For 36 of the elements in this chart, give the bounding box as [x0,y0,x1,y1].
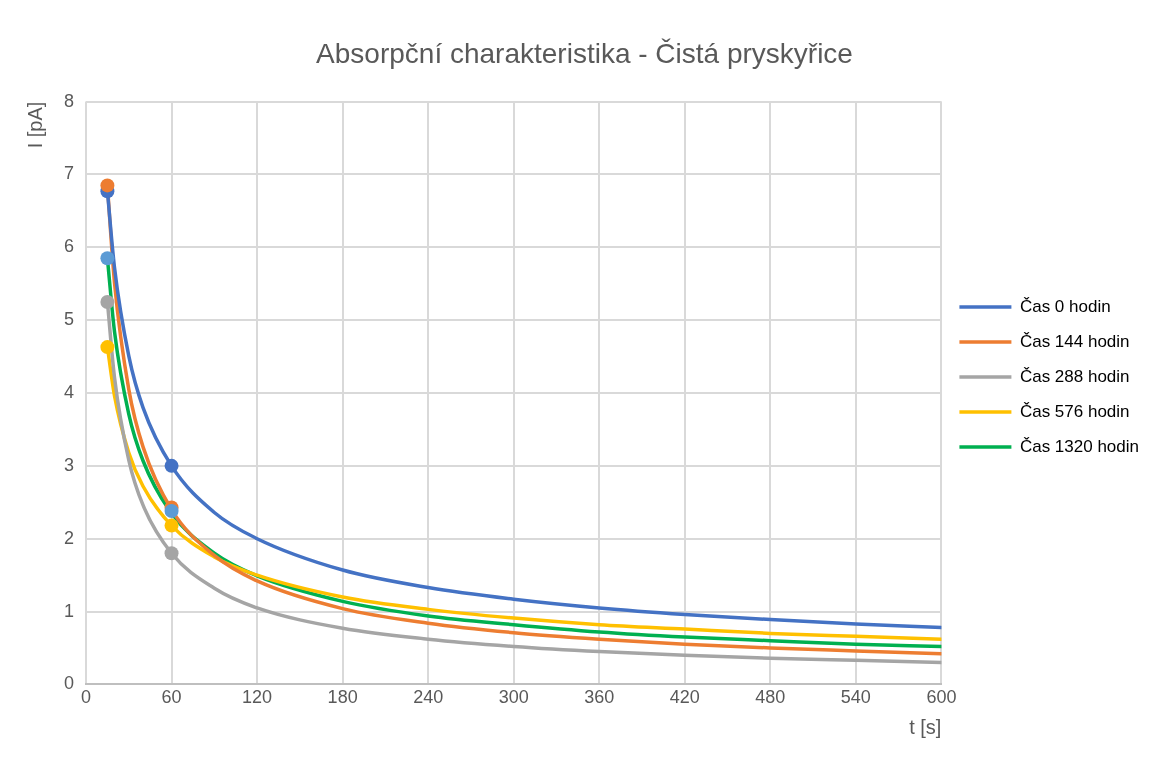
point [100,340,115,355]
point [100,178,115,193]
point [100,294,115,309]
y-tick-label: 2 [64,527,75,548]
y-tick-label: 0 [64,673,75,694]
x-tick-label: 60 [161,687,182,708]
y-tick-label: 8 [64,90,75,111]
x-tick-label: 240 [413,687,444,708]
y-tick-label: 7 [64,163,75,184]
x-tick-label: 180 [327,687,358,708]
y-tick-label: 3 [64,454,75,475]
point [164,458,179,473]
x-tick-label: 360 [584,687,615,708]
legend-label: Čas 144 hodin [1019,331,1130,351]
point [164,546,179,561]
legend-label: Čas 1320 hodin [1019,436,1139,456]
y-axis-title: I [pA] [23,101,46,149]
point [100,251,115,266]
point [164,504,179,519]
x-tick-label: 300 [498,687,529,708]
x-tick-label: 480 [755,687,786,708]
chart-title: Absorpční charakteristika - Čistá pryskyřice [316,37,853,69]
x-tick-label: 420 [669,687,700,708]
x-tick-label: 0 [81,687,92,708]
y-tick-label: 4 [64,381,75,402]
x-tick-label: 120 [242,687,273,708]
x-tick-label: 600 [926,687,957,708]
y-tick-label: 1 [64,600,75,621]
y-tick-label: 5 [64,309,75,330]
legend-label: Čas 0 hodin [1019,296,1111,316]
y-tick-label: 6 [64,236,75,257]
x-axis-title: t [s] [909,715,942,738]
legend-label: Čas 576 hodin [1019,401,1130,421]
legend-label: Čas 288 hodin [1019,366,1130,386]
point [164,518,179,533]
x-tick-label: 540 [840,687,871,708]
